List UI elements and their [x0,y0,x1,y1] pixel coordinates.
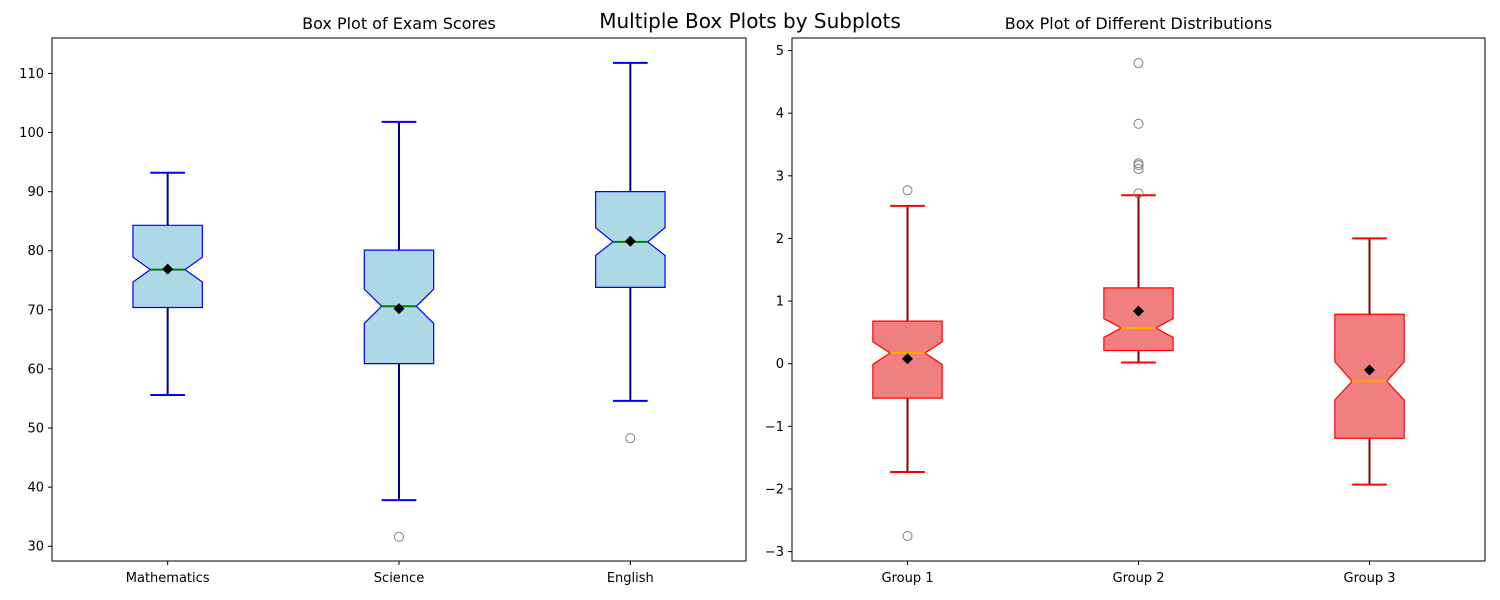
subplot-distributions: Box Plot of Different Distributions −3 −2… [765,14,1486,586]
mean-marker [624,235,636,247]
y-tick-label: 5 [776,44,784,59]
mean-marker [1364,364,1375,376]
x-tick-label: English [607,571,654,586]
y-tick-label: 60 [27,362,44,377]
outlier-point [902,530,913,541]
x-tick-label: Group 3 [1344,571,1396,586]
outlier-point [1133,188,1144,199]
outlier-point [1133,163,1144,174]
y-tick-label: 80 [27,244,44,259]
subplot-title: Box Plot of Exam Scores [302,14,496,33]
y-tick-label: 4 [776,107,784,122]
outlier-point [902,185,913,196]
subplot-title: Box Plot of Different Distributions [1005,14,1272,33]
y-tick-label: −2 [765,482,784,497]
subplot-exam-scores: Box Plot of Exam Scores 30 40 50 60 70 80 90 10… [19,14,747,586]
box-group-3 [1334,313,1405,439]
x-tick-label: Mathematics [126,571,210,586]
y-tick-label: 90 [27,185,44,200]
y-tick-label: 70 [27,303,44,318]
x-tick-label: Group 1 [882,571,934,586]
outlier-point [625,433,636,444]
y-tick-label: −3 [765,545,784,560]
box-group-2 [1103,287,1174,352]
x-tick-label: Science [374,571,424,586]
mean-marker [393,303,405,315]
y-tick-label: 0 [776,357,784,372]
outlier-point [1133,58,1144,69]
outlier-point [1133,118,1144,129]
y-tick-label: 110 [19,67,44,82]
mean-marker [902,353,913,365]
y-tick-label: 40 [27,481,44,496]
y-tick-label: 100 [19,126,44,141]
y-tick-label: 1 [776,295,784,310]
outlier-point [394,531,404,542]
y-tick-label: 30 [27,540,44,555]
y-tick-label: −1 [765,420,784,435]
outlier-point [1133,158,1144,169]
mean-marker [162,263,174,275]
figure-suptitle: Multiple Box Plots by Subplots [599,9,901,33]
mean-marker [1133,305,1144,317]
y-tick-label: 3 [776,169,784,184]
y-tick-label: 2 [776,232,784,247]
y-tick-label: 50 [27,422,44,437]
x-tick-label: Group 2 [1113,571,1165,586]
